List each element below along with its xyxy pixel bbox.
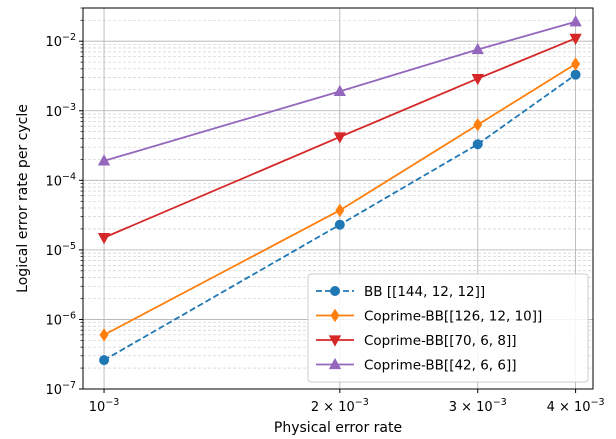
legend-item: Coprime-BB[[70, 6, 8]] xyxy=(316,333,517,349)
x-tick-label: 10−3 xyxy=(89,397,120,415)
data-point xyxy=(99,328,109,342)
y-tick-label: 10−2 xyxy=(45,32,76,50)
x-axis-label: Physical error rate xyxy=(274,420,402,436)
series-4 xyxy=(97,15,582,166)
series-line xyxy=(103,63,577,336)
data-point xyxy=(335,203,345,218)
ticks: 10−7 10−6 10−5 10−4 10−3 10−2 10−3 2 × 10−3 3 × … xyxy=(45,7,605,415)
legend-marker xyxy=(330,308,340,323)
data-point xyxy=(333,132,346,144)
series-line xyxy=(103,73,577,361)
data-point xyxy=(571,57,581,71)
legend-label: Coprime-BB[[70, 6, 8]] xyxy=(364,333,517,349)
data-point xyxy=(569,15,582,27)
legend-label: Coprime-BB[[126, 12, 10]] xyxy=(364,309,542,325)
data-point xyxy=(97,154,111,166)
legend-item: BB [[144, 12, 12]] xyxy=(316,284,485,300)
legend-item: Coprime-BB[[126, 12, 10]] xyxy=(316,309,542,325)
data-point xyxy=(473,117,483,132)
series-line xyxy=(103,20,576,162)
legend-item: Coprime-BB[[42, 6, 6]] xyxy=(316,358,517,374)
data-point xyxy=(569,33,582,45)
x-tick-label: 4 × 10−3 xyxy=(547,397,605,415)
y-tick-label: 10−5 xyxy=(45,241,76,259)
series-layer xyxy=(97,15,582,366)
legend-box xyxy=(307,273,589,383)
legend-marker xyxy=(328,335,342,347)
legend-label: BB [[144, 12, 12]] xyxy=(364,284,485,300)
x-tick-label: 3 × 10−3 xyxy=(449,397,507,415)
legend: BB [[144, 12, 12]] Coprime-BB[[126, 12, 1… xyxy=(307,273,589,383)
y-tick-label: 10−3 xyxy=(45,102,76,120)
series-1 xyxy=(99,69,581,366)
data-point xyxy=(334,219,345,230)
data-point xyxy=(97,233,111,245)
y-tick-label: 10−6 xyxy=(45,310,76,328)
series-2 xyxy=(99,57,581,342)
data-point xyxy=(99,355,110,366)
series-line xyxy=(103,37,576,239)
series-3 xyxy=(97,33,582,245)
y-tick-label: 10−4 xyxy=(45,171,76,189)
data-point xyxy=(471,73,484,86)
legend-marker xyxy=(329,285,340,296)
data-point xyxy=(333,84,346,96)
data-point xyxy=(570,69,581,80)
data-point xyxy=(472,139,483,150)
x-tick-label: 2 × 10−3 xyxy=(311,397,369,415)
y-axis-label: Logical error rate per cycle xyxy=(15,104,31,293)
legend-marker xyxy=(328,357,342,370)
plot-frame xyxy=(82,7,594,390)
data-point xyxy=(471,42,484,55)
y-tick-label: 10−7 xyxy=(45,380,76,398)
legend-label: Coprime-BB[[42, 6, 6]] xyxy=(364,358,517,374)
